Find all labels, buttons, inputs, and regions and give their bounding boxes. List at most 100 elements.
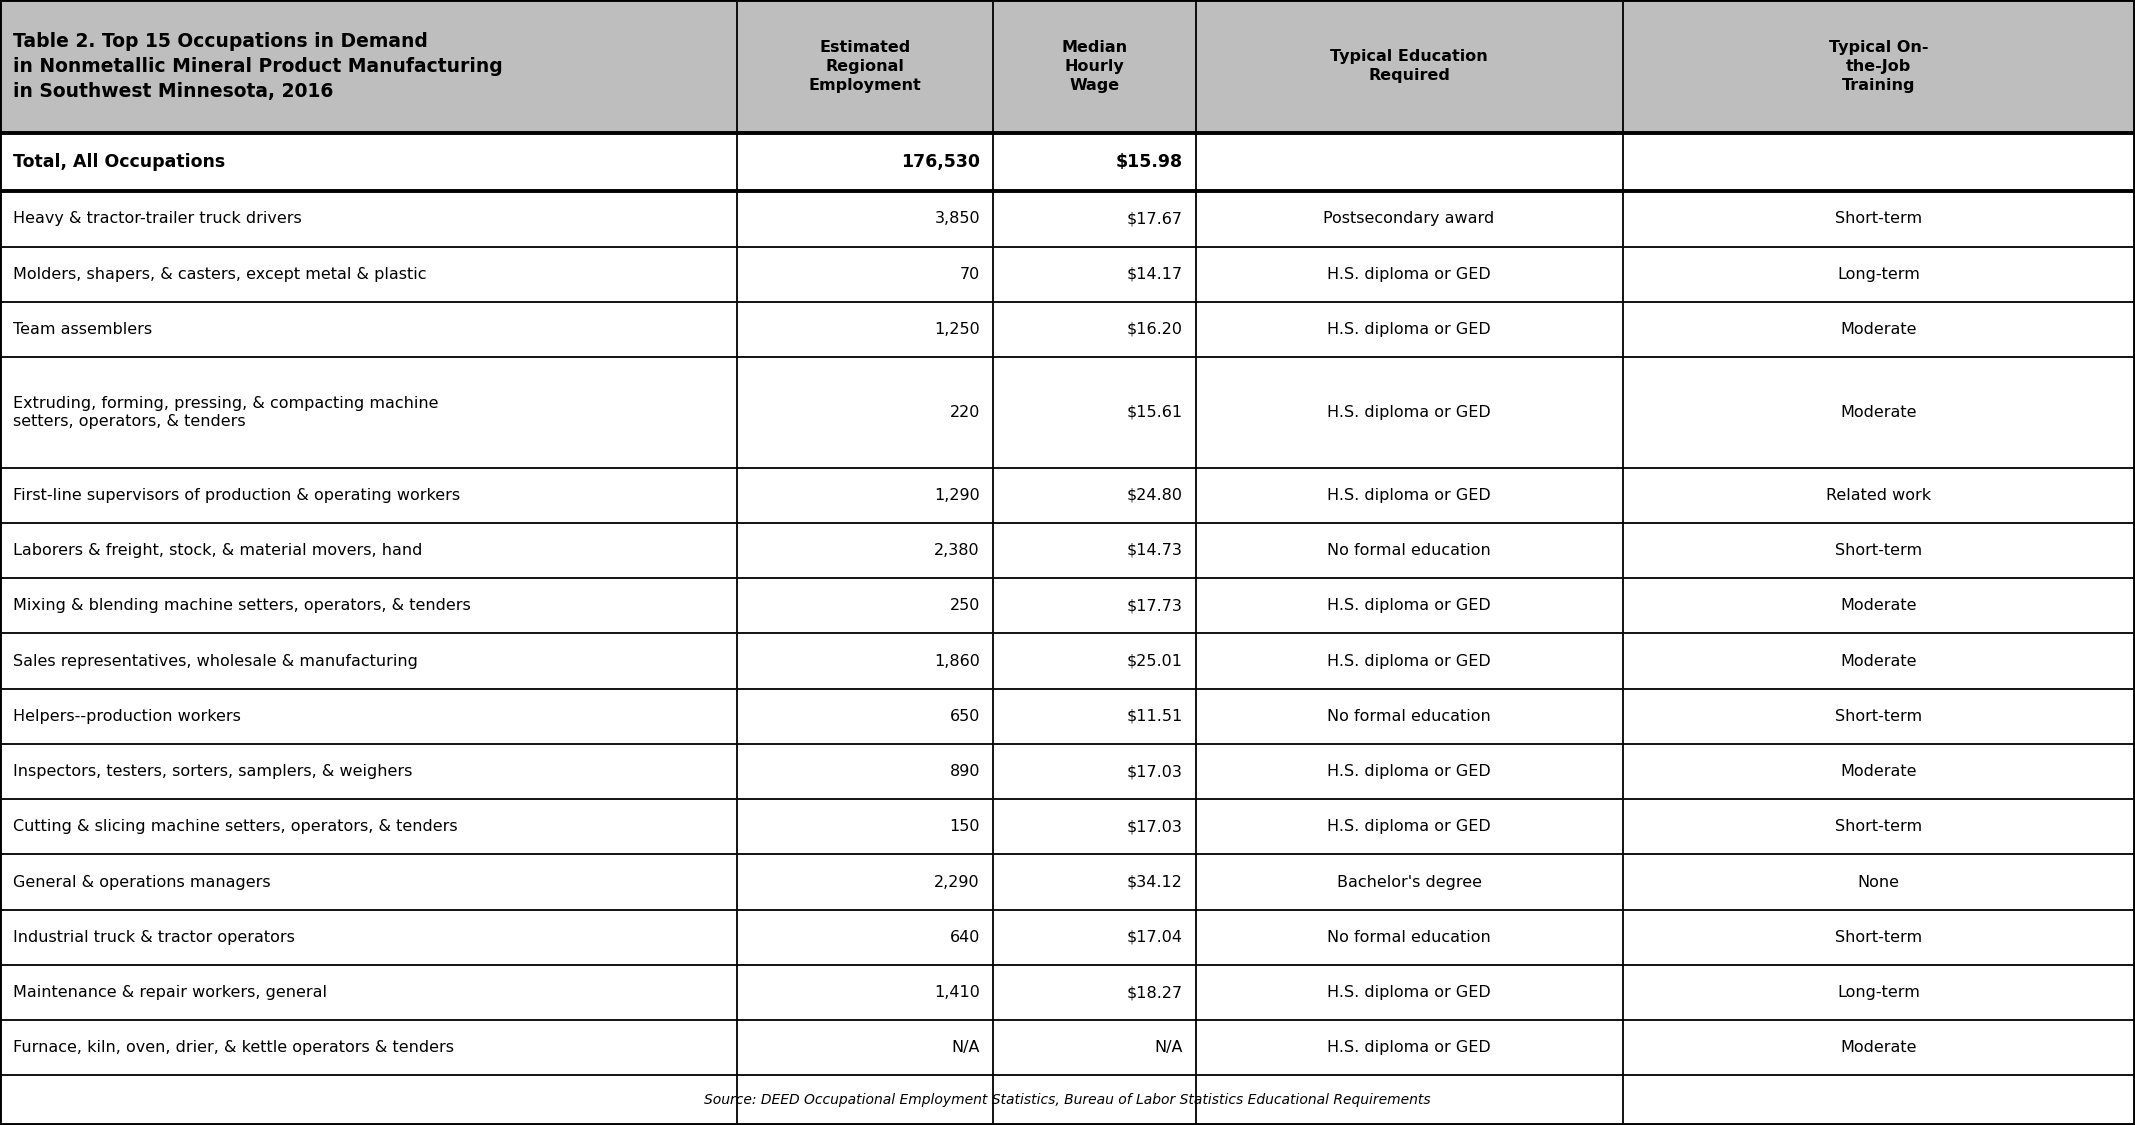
Text: Typical Education
Required: Typical Education Required bbox=[1330, 50, 1488, 83]
Text: No formal education: No formal education bbox=[1328, 543, 1490, 558]
Text: Long-term: Long-term bbox=[1838, 986, 1919, 1000]
Text: $14.73: $14.73 bbox=[1127, 543, 1183, 558]
Bar bbox=[0, 799, 2135, 854]
Text: H.S. diploma or GED: H.S. diploma or GED bbox=[1328, 819, 1490, 835]
Text: First-line supervisors of production & operating workers: First-line supervisors of production & o… bbox=[13, 488, 459, 503]
Text: H.S. diploma or GED: H.S. diploma or GED bbox=[1328, 986, 1490, 1000]
Text: $34.12: $34.12 bbox=[1127, 874, 1183, 890]
Text: H.S. diploma or GED: H.S. diploma or GED bbox=[1328, 405, 1490, 420]
Text: 70: 70 bbox=[961, 267, 980, 281]
Text: None: None bbox=[1857, 874, 1900, 890]
Bar bbox=[0, 468, 2135, 523]
Text: Industrial truck & tractor operators: Industrial truck & tractor operators bbox=[13, 930, 295, 945]
Text: H.S. diploma or GED: H.S. diploma or GED bbox=[1328, 654, 1490, 668]
Text: Moderate: Moderate bbox=[1840, 764, 1917, 778]
Text: Total, All Occupations: Total, All Occupations bbox=[13, 153, 224, 171]
Text: Laborers & freight, stock, & material movers, hand: Laborers & freight, stock, & material mo… bbox=[13, 543, 423, 558]
Bar bbox=[0, 523, 2135, 578]
Text: Helpers--production workers: Helpers--production workers bbox=[13, 709, 241, 723]
Text: 640: 640 bbox=[950, 930, 980, 945]
Text: Molders, shapers, & casters, except metal & plastic: Molders, shapers, & casters, except meta… bbox=[13, 267, 427, 281]
Text: $17.03: $17.03 bbox=[1127, 819, 1183, 835]
Text: $15.61: $15.61 bbox=[1127, 405, 1183, 420]
Text: Sales representatives, wholesale & manufacturing: Sales representatives, wholesale & manuf… bbox=[13, 654, 418, 668]
Text: Team assemblers: Team assemblers bbox=[13, 322, 152, 336]
Text: $17.67: $17.67 bbox=[1127, 212, 1183, 226]
Text: Maintenance & repair workers, general: Maintenance & repair workers, general bbox=[13, 986, 327, 1000]
Text: $15.98: $15.98 bbox=[1117, 153, 1183, 171]
Text: Short-term: Short-term bbox=[1836, 212, 1922, 226]
Text: 650: 650 bbox=[950, 709, 980, 723]
Text: $17.73: $17.73 bbox=[1127, 598, 1183, 613]
Text: 150: 150 bbox=[950, 819, 980, 835]
Text: 890: 890 bbox=[950, 764, 980, 778]
Text: H.S. diploma or GED: H.S. diploma or GED bbox=[1328, 322, 1490, 336]
Text: Moderate: Moderate bbox=[1840, 405, 1917, 420]
Text: 1,250: 1,250 bbox=[935, 322, 980, 336]
Bar bbox=[0, 633, 2135, 688]
Text: Inspectors, testers, sorters, samplers, & weighers: Inspectors, testers, sorters, samplers, … bbox=[13, 764, 412, 778]
Bar bbox=[0, 133, 2135, 191]
Text: Moderate: Moderate bbox=[1840, 1041, 1917, 1055]
Bar bbox=[0, 191, 2135, 246]
Text: H.S. diploma or GED: H.S. diploma or GED bbox=[1328, 1041, 1490, 1055]
Text: H.S. diploma or GED: H.S. diploma or GED bbox=[1328, 488, 1490, 503]
Text: Short-term: Short-term bbox=[1836, 709, 1922, 723]
Bar bbox=[0, 1020, 2135, 1076]
Text: Moderate: Moderate bbox=[1840, 322, 1917, 336]
Text: Short-term: Short-term bbox=[1836, 543, 1922, 558]
Text: Cutting & slicing machine setters, operators, & tenders: Cutting & slicing machine setters, opera… bbox=[13, 819, 457, 835]
Text: $16.20: $16.20 bbox=[1127, 322, 1183, 336]
Text: No formal education: No formal education bbox=[1328, 709, 1490, 723]
Text: Estimated
Regional
Employment: Estimated Regional Employment bbox=[809, 40, 920, 92]
Text: Related work: Related work bbox=[1825, 488, 1932, 503]
Bar bbox=[0, 854, 2135, 910]
Text: $25.01: $25.01 bbox=[1127, 654, 1183, 668]
Text: Long-term: Long-term bbox=[1838, 267, 1919, 281]
Text: Postsecondary award: Postsecondary award bbox=[1324, 212, 1494, 226]
Text: Short-term: Short-term bbox=[1836, 819, 1922, 835]
Bar bbox=[0, 965, 2135, 1020]
Text: H.S. diploma or GED: H.S. diploma or GED bbox=[1328, 598, 1490, 613]
Bar bbox=[0, 302, 2135, 357]
Text: Typical On-
the-Job
Training: Typical On- the-Job Training bbox=[1830, 40, 1928, 92]
Bar bbox=[0, 1076, 2135, 1125]
Text: H.S. diploma or GED: H.S. diploma or GED bbox=[1328, 267, 1490, 281]
Text: Mixing & blending machine setters, operators, & tenders: Mixing & blending machine setters, opera… bbox=[13, 598, 470, 613]
Text: $18.27: $18.27 bbox=[1127, 986, 1183, 1000]
Bar bbox=[0, 744, 2135, 799]
Text: Moderate: Moderate bbox=[1840, 654, 1917, 668]
Text: 220: 220 bbox=[950, 405, 980, 420]
Text: $11.51: $11.51 bbox=[1127, 709, 1183, 723]
Text: N/A: N/A bbox=[952, 1041, 980, 1055]
Text: Bachelor's degree: Bachelor's degree bbox=[1337, 874, 1482, 890]
Text: 176,530: 176,530 bbox=[901, 153, 980, 171]
Text: 1,860: 1,860 bbox=[935, 654, 980, 668]
Bar bbox=[0, 357, 2135, 468]
Text: $14.17: $14.17 bbox=[1127, 267, 1183, 281]
Text: 2,290: 2,290 bbox=[935, 874, 980, 890]
Text: 3,850: 3,850 bbox=[935, 212, 980, 226]
Text: Moderate: Moderate bbox=[1840, 598, 1917, 613]
Bar bbox=[0, 910, 2135, 965]
Bar bbox=[0, 688, 2135, 744]
Text: Heavy & tractor-trailer truck drivers: Heavy & tractor-trailer truck drivers bbox=[13, 212, 301, 226]
Text: 2,380: 2,380 bbox=[935, 543, 980, 558]
Text: No formal education: No formal education bbox=[1328, 930, 1490, 945]
Text: Source: DEED Occupational Employment Statistics, Bureau of Labor Statistics Educ: Source: DEED Occupational Employment Sta… bbox=[705, 1094, 1430, 1107]
Text: 250: 250 bbox=[950, 598, 980, 613]
Bar bbox=[0, 0, 2135, 133]
Text: Short-term: Short-term bbox=[1836, 930, 1922, 945]
Text: 1,410: 1,410 bbox=[935, 986, 980, 1000]
Text: Median
Hourly
Wage: Median Hourly Wage bbox=[1061, 40, 1127, 92]
Text: $17.04: $17.04 bbox=[1127, 930, 1183, 945]
Bar bbox=[0, 578, 2135, 633]
Text: Extruding, forming, pressing, & compacting machine
setters, operators, & tenders: Extruding, forming, pressing, & compacti… bbox=[13, 396, 438, 429]
Text: $17.03: $17.03 bbox=[1127, 764, 1183, 778]
Text: H.S. diploma or GED: H.S. diploma or GED bbox=[1328, 764, 1490, 778]
Text: Table 2. Top 15 Occupations in Demand
in Nonmetallic Mineral Product Manufacturi: Table 2. Top 15 Occupations in Demand in… bbox=[13, 33, 502, 100]
Text: $24.80: $24.80 bbox=[1127, 488, 1183, 503]
Text: General & operations managers: General & operations managers bbox=[13, 874, 271, 890]
Text: Furnace, kiln, oven, drier, & kettle operators & tenders: Furnace, kiln, oven, drier, & kettle ope… bbox=[13, 1041, 455, 1055]
Text: 1,290: 1,290 bbox=[935, 488, 980, 503]
